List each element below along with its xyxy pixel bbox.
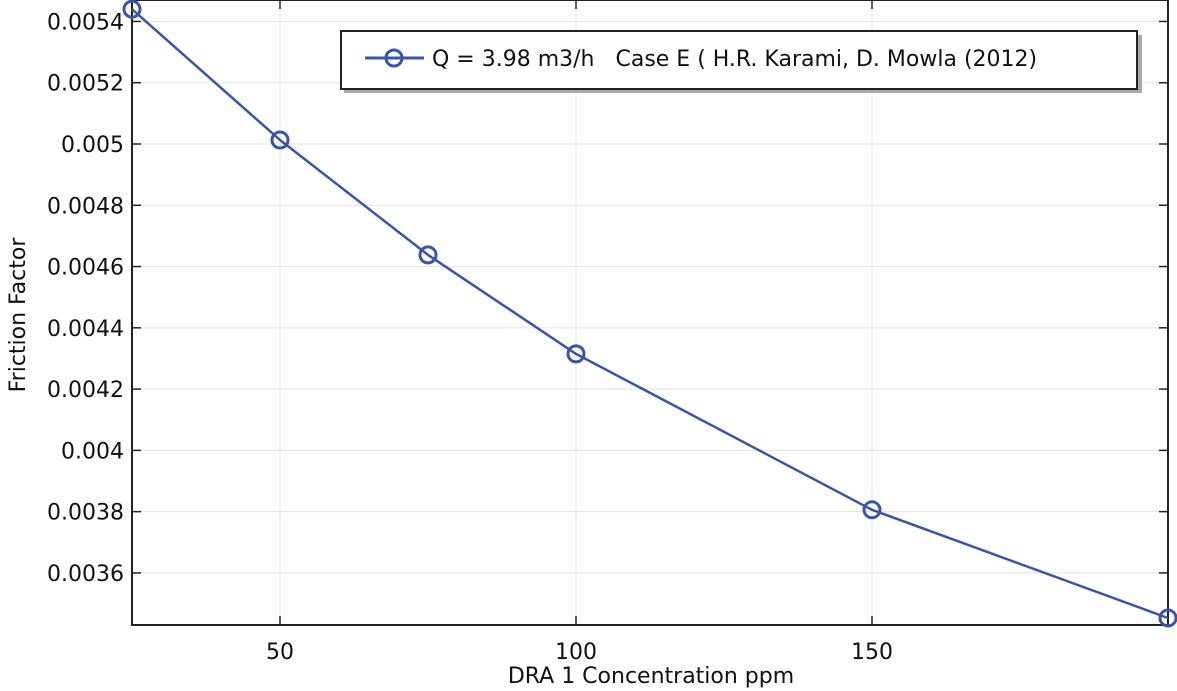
y-tick-label: 0.0036	[47, 562, 124, 587]
y-tick-labels: 0.0036 0.0038 0.004 0.0042 0.0044 0.0046 0.004…	[47, 10, 124, 586]
x-tick-label: 100	[555, 640, 597, 665]
y-tick-label: 0.005	[61, 133, 124, 158]
y-tick-label: 0.0044	[47, 317, 124, 342]
data-point	[122, 0, 142, 19]
data-point	[862, 500, 882, 520]
series-line	[131, 8, 1169, 620]
legend: Q = 3.98 m3/h Case E ( H.R. Karami, D. M…	[340, 30, 1142, 93]
y-tick-label: 0.0038	[47, 501, 124, 526]
data-point	[270, 130, 290, 150]
y-tick-label: 0.0042	[47, 378, 124, 403]
y-tick-label: 0.0046	[47, 256, 124, 281]
tick-marks	[132, 0, 1168, 625]
y-tick-label: 0.0048	[47, 194, 124, 219]
grid	[132, 0, 1168, 625]
x-axis-title: DRA 1 Concentration ppm	[508, 664, 794, 689]
y-axis-title: Friction Factor	[6, 237, 31, 393]
data-point	[418, 245, 438, 265]
x-tick-label: 50	[266, 640, 294, 665]
x-tick-label: 150	[851, 640, 893, 665]
legend-marker	[384, 48, 404, 68]
y-tick-label: 0.0054	[47, 10, 124, 35]
series-layer	[122, 0, 1177, 628]
plot-area	[131, 0, 1169, 626]
legend-entry-label: Q = 3.98 m3/h Case E ( H.R. Karami, D. M…	[432, 47, 1037, 72]
x-tick-labels: 50 100 150	[266, 640, 893, 665]
y-tick-label: 0.004	[61, 439, 124, 464]
legend-box	[340, 30, 1138, 90]
data-point	[566, 344, 586, 364]
y-tick-label: 0.0052	[47, 72, 124, 97]
data-point	[1158, 608, 1177, 628]
